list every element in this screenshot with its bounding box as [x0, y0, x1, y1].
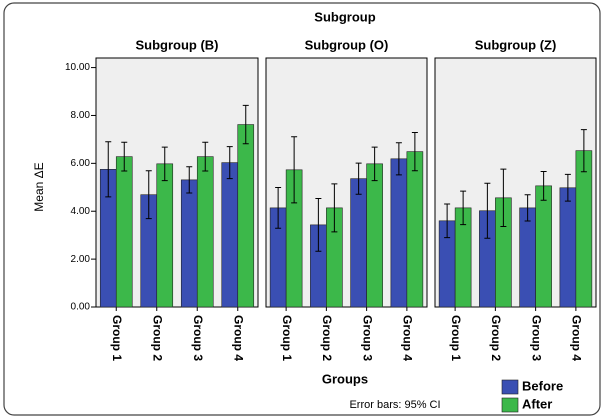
- error-bar: [331, 183, 338, 233]
- error-bar: [444, 203, 451, 239]
- error-bar: [315, 198, 322, 252]
- error-bar: [395, 142, 402, 176]
- error-bar: [226, 146, 233, 180]
- legend-label: After: [522, 396, 552, 411]
- y-tick-label: 6.00: [71, 158, 91, 169]
- error-bar: [161, 146, 168, 182]
- error-bar: [145, 170, 152, 220]
- bar: [221, 162, 239, 308]
- bar: [237, 124, 255, 308]
- x-tick-label: Group 4: [401, 315, 415, 361]
- error-bar: [524, 194, 531, 222]
- x-tick-label: Group 2: [489, 315, 503, 361]
- bar: [180, 179, 198, 308]
- panel-title: Subgroup (B): [135, 37, 218, 52]
- bar: [366, 163, 383, 308]
- y-tick-label: 2.00: [71, 254, 91, 265]
- y-tick-label: 8.00: [71, 110, 91, 121]
- bar: [519, 207, 536, 308]
- y-axis-label: Mean ΔE: [32, 162, 46, 211]
- panel-title: Subgroup (O): [305, 37, 389, 52]
- error-bar: [105, 141, 112, 198]
- panel-title: Subgroup (Z): [475, 37, 557, 52]
- error-bar: [202, 141, 209, 172]
- error-bar: [275, 187, 282, 229]
- legend-swatch: [501, 379, 519, 395]
- x-tick-label: Group 2: [320, 315, 334, 361]
- legend-swatch: [501, 397, 519, 413]
- error-bar: [411, 131, 418, 172]
- error-bar: [580, 129, 587, 173]
- error-bar: [564, 173, 571, 202]
- x-tick-label: Group 1: [449, 315, 463, 361]
- error-bar: [121, 141, 128, 172]
- error-bar: [186, 166, 193, 194]
- error-bar: [460, 190, 467, 226]
- bar: [115, 156, 133, 308]
- error-bar: [371, 146, 378, 182]
- bar: [196, 156, 214, 308]
- x-tick-label: Group 3: [360, 315, 374, 361]
- bar: [156, 163, 174, 308]
- x-tick-label: Group 1: [110, 315, 124, 361]
- bar: [350, 178, 367, 308]
- x-tick-label: Group 2: [151, 315, 165, 361]
- bar: [575, 150, 593, 308]
- legend-label: Before: [522, 378, 563, 393]
- error-bar: [291, 136, 298, 204]
- x-axis-label: Groups: [322, 371, 368, 386]
- note: Error bars: 95% CI: [349, 399, 440, 411]
- error-bar: [242, 104, 249, 145]
- bar: [559, 187, 577, 308]
- bar: [390, 158, 408, 308]
- error-bar: [484, 182, 491, 239]
- y-tick-label: 0.00: [71, 302, 91, 313]
- x-tick-label: Group 3: [191, 315, 205, 361]
- y-tick-label: 10.00: [65, 62, 90, 73]
- bar: [535, 185, 552, 308]
- x-tick-label: Group 3: [529, 315, 543, 361]
- error-bar: [540, 170, 547, 201]
- chart-title: Subgroup: [314, 9, 375, 24]
- error-bar: [500, 168, 507, 228]
- bar: [406, 151, 424, 308]
- x-tick-label: Group 4: [232, 315, 246, 361]
- error-bar: [355, 162, 362, 195]
- x-tick-label: Group 4: [570, 315, 584, 361]
- x-tick-label: Group 1: [280, 315, 294, 361]
- y-tick-label: 4.00: [71, 206, 91, 217]
